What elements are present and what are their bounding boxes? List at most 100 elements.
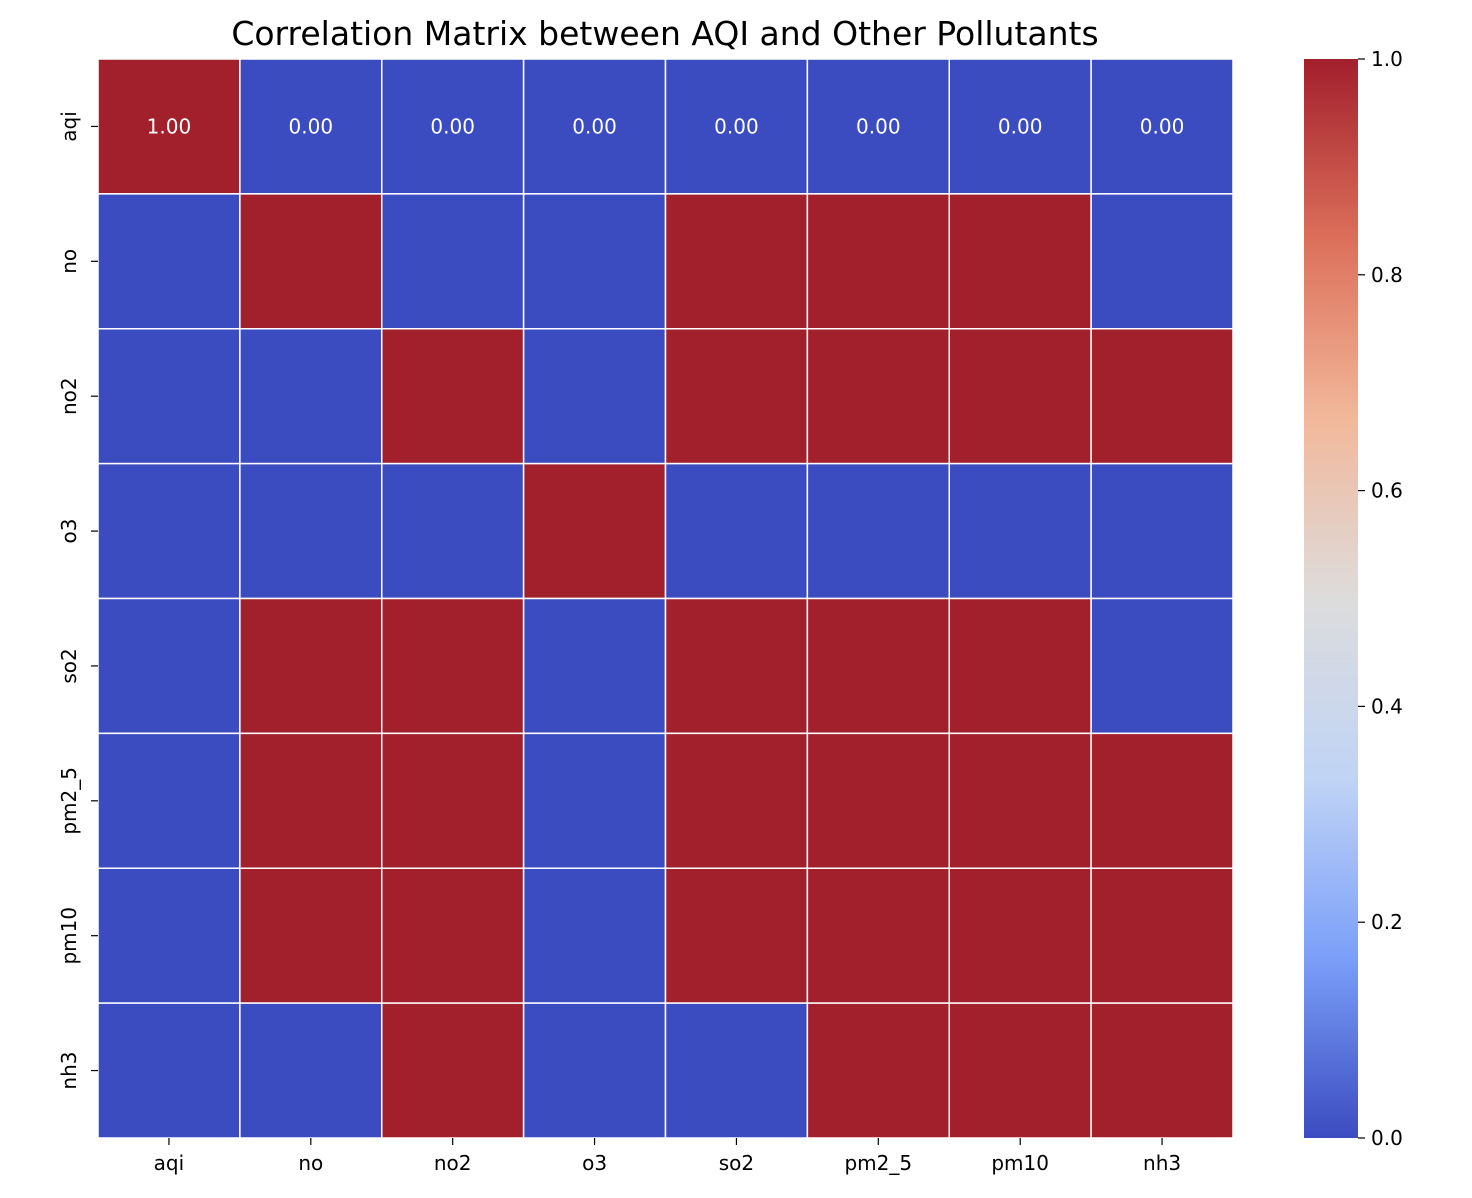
heatmap-cell-aqi-pm2_5 — [806, 58, 950, 195]
heatmap-cell-no-o3 — [522, 193, 667, 330]
y-tick-label: pm10 — [57, 907, 81, 965]
heatmap-cell-pm2_5-pm10 — [948, 732, 1092, 869]
cell-annotation: 0.00 — [289, 114, 334, 138]
heatmap-cell-so2-no — [239, 597, 383, 735]
heatmap-cell-pm2_5-so2 — [664, 732, 809, 869]
heatmap-cell-no2-no — [239, 328, 383, 465]
heatmap-cell-pm2_5-pm2_5 — [806, 732, 950, 869]
x-tick-label: pm2_5 — [844, 1151, 912, 1175]
heatmap-cell-nh3-pm10 — [948, 1002, 1092, 1139]
cell-annotation: 0.00 — [998, 114, 1043, 138]
colorbar: 0.0 0.2 0.4 0.6 0.8 1.0 — [1304, 47, 1403, 1150]
heatmap-cell-so2-nh3 — [1090, 597, 1234, 735]
heatmap-cell-o3-no2 — [381, 462, 525, 600]
colorbar-tick-label: 0.6 — [1371, 479, 1403, 503]
heatmap-cell-nh3-so2 — [664, 1002, 809, 1139]
heatmap-cell-nh3-aqi — [97, 1002, 241, 1139]
heatmap-cell-pm10-no2 — [381, 867, 525, 1004]
heatmap-cell-no-pm2_5 — [806, 193, 950, 330]
heatmap-cell-o3-pm10 — [948, 462, 1092, 600]
x-axis: aqi no no2 o3 so2 pm2_5 pm10 nh3 — [154, 1138, 1181, 1175]
heatmap-cell-so2-so2 — [664, 597, 809, 735]
heatmap-cell-pm10-pm2_5 — [806, 867, 950, 1004]
heatmap-cell-no-nh3 — [1090, 193, 1234, 330]
heatmap-cell-no-aqi — [97, 193, 241, 330]
colorbar-tick-label: 0.2 — [1371, 910, 1403, 934]
colorbar-tick-label: 0.0 — [1371, 1126, 1403, 1150]
heatmap-cell-pm10-nh3 — [1090, 867, 1234, 1004]
heatmap-cell-nh3-pm2_5 — [806, 1002, 950, 1139]
heatmap-cell-pm2_5-nh3 — [1090, 732, 1234, 869]
cell-annotation: 0.00 — [856, 114, 901, 138]
heatmap-cell-no-pm10 — [948, 193, 1092, 330]
heatmap-cell-o3-nh3 — [1090, 462, 1234, 600]
heatmap-cell-so2-no2 — [381, 597, 525, 735]
heatmap-cell-nh3-nh3 — [1090, 1002, 1234, 1139]
y-tick-label: aqi — [57, 111, 81, 142]
y-tick-label: no — [57, 249, 81, 274]
y-tick-label: o3 — [57, 519, 81, 544]
heatmap-cell-so2-pm10 — [948, 597, 1092, 735]
x-tick-label: no2 — [434, 1151, 472, 1175]
x-tick-label: pm10 — [991, 1151, 1049, 1175]
heatmap-cell-o3-o3 — [522, 462, 667, 600]
chart-title: Correlation Matrix between AQI and Other… — [231, 14, 1098, 53]
cell-annotation: 1.00 — [147, 114, 192, 138]
y-tick-label: pm2_5 — [57, 767, 81, 835]
heatmap-cell-pm10-no — [239, 867, 383, 1004]
y-tick-label: so2 — [57, 648, 81, 683]
heatmap-cell-no-so2 — [664, 193, 809, 330]
heatmap-cell-aqi-nh3 — [1090, 58, 1234, 195]
cell-annotation: 0.00 — [714, 114, 759, 138]
heatmap-cell-aqi-aqi — [97, 58, 241, 195]
heatmap-cell-no2-pm10 — [948, 328, 1092, 465]
heatmap-cell-nh3-o3 — [522, 1002, 667, 1139]
x-tick-label: nh3 — [1143, 1151, 1181, 1175]
y-axis: aqi no no2 o3 so2 pm2_5 pm10 nh3 — [57, 111, 98, 1090]
heatmap-cell-pm10-o3 — [522, 867, 667, 1004]
heatmap-cell-o3-so2 — [664, 462, 809, 600]
heatmap-cell-nh3-no — [239, 1002, 383, 1139]
heatmap-cell-o3-aqi — [97, 462, 241, 600]
x-tick-label: o3 — [582, 1151, 607, 1175]
heatmap-cells — [97, 58, 1234, 1139]
heatmap-cell-pm10-pm10 — [948, 867, 1092, 1004]
heatmap-cell-o3-no — [239, 462, 383, 600]
heatmap-cell-nh3-no2 — [381, 1002, 525, 1139]
x-tick-label: aqi — [154, 1151, 185, 1175]
heatmap-cell-no2-o3 — [522, 328, 667, 465]
heatmap-cell-aqi-no — [239, 58, 383, 195]
heatmap-cell-no-no — [239, 193, 383, 330]
heatmap-cell-no2-nh3 — [1090, 328, 1234, 465]
y-tick-label: no2 — [57, 377, 81, 415]
x-tick-label: no — [298, 1151, 323, 1175]
colorbar-tick-label: 1.0 — [1371, 47, 1403, 71]
colorbar-tick-label: 0.4 — [1371, 694, 1403, 718]
heatmap-cell-no2-no2 — [381, 328, 525, 465]
heatmap-cell-pm10-aqi — [97, 867, 241, 1004]
heatmap-cell-aqi-so2 — [664, 58, 809, 195]
heatmap-cell-so2-pm2_5 — [806, 597, 950, 735]
heatmap-cell-labels: 1.00 0.00 0.00 0.00 0.00 0.00 0.00 0.00 — [147, 114, 1185, 138]
heatmap-cell-pm2_5-o3 — [522, 732, 667, 869]
heatmap-cell-pm2_5-no2 — [381, 732, 525, 869]
y-tick-label: nh3 — [57, 1052, 81, 1090]
heatmap-cell-aqi-o3 — [522, 58, 667, 195]
cell-annotation: 0.00 — [1140, 114, 1185, 138]
heatmap-cell-so2-o3 — [522, 597, 667, 735]
heatmap-cell-no2-aqi — [97, 328, 241, 465]
heatmap-cell-no2-so2 — [664, 328, 809, 465]
heatmap-cell-no2-pm2_5 — [806, 328, 950, 465]
heatmap-cell-no-no2 — [381, 193, 525, 330]
heatmap-cell-pm10-so2 — [664, 867, 809, 1004]
cell-annotation: 0.00 — [430, 114, 475, 138]
heatmap-cell-aqi-no2 — [381, 58, 525, 195]
cell-annotation: 0.00 — [572, 114, 617, 138]
heatmap-cell-pm2_5-no — [239, 732, 383, 869]
x-tick-label: so2 — [719, 1151, 754, 1175]
colorbar-tick-label: 0.8 — [1371, 263, 1403, 287]
colorbar-gradient — [1304, 59, 1358, 1138]
heatmap-cell-pm2_5-aqi — [97, 732, 241, 869]
heatmap-cell-so2-aqi — [97, 597, 241, 735]
